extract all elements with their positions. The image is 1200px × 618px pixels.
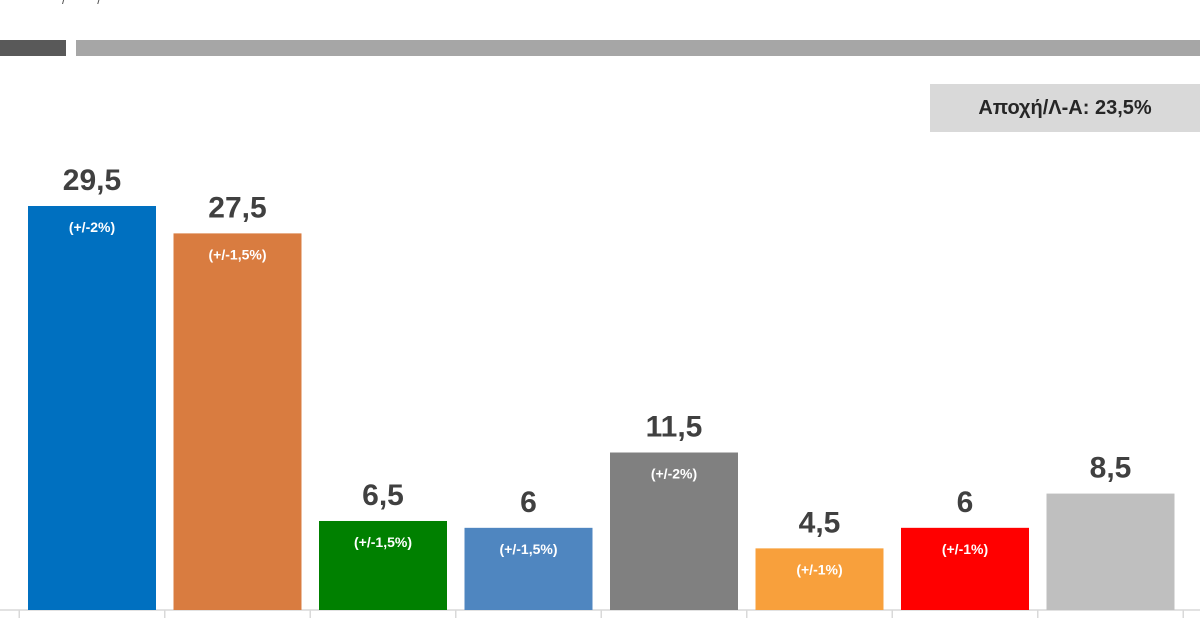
bar-value-label: 27,5 [208, 191, 266, 224]
bar [901, 527, 1029, 610]
bar-margin-label: (+/-1,5%) [354, 534, 412, 550]
bar [319, 520, 447, 610]
header-bar [76, 40, 1200, 56]
bar-margin-label: (+/-1%) [796, 561, 842, 577]
bar-margin-label: (+/-1,5%) [500, 541, 558, 557]
bar-margin-label: (+/-2%) [651, 466, 697, 482]
bar-margin-label: (+/-2%) [69, 219, 115, 235]
bar-value-label: 11,5 [646, 411, 703, 444]
bar [464, 527, 593, 610]
bar [1046, 493, 1175, 610]
bar-value-label: 4,5 [799, 506, 841, 539]
bar [755, 548, 884, 610]
bar [610, 452, 738, 610]
bar-value-label: 6 [957, 486, 974, 519]
bar-value-label: 6 [520, 486, 537, 519]
abstention-note: Αποχή/Λ-Α: 23,5% [930, 84, 1200, 132]
header-text-fragment: / / [62, 0, 142, 7]
bar-value-label: 29,5 [63, 164, 121, 197]
bar-margin-label: (+/-1%) [942, 541, 988, 557]
bar-value-label: 8,5 [1090, 452, 1132, 485]
bar [173, 233, 302, 610]
header-bar-accent [0, 40, 66, 56]
bar-value-label: 6,5 [362, 479, 404, 512]
bar-margin-label: (+/-1,5%) [209, 246, 267, 262]
bar [28, 206, 156, 610]
